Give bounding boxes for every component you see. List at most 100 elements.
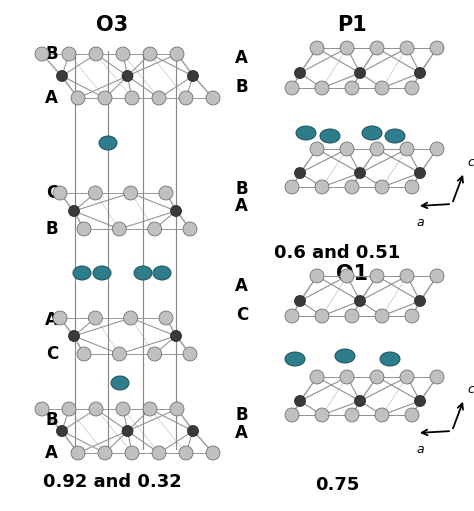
Circle shape (171, 205, 182, 217)
Circle shape (35, 47, 49, 61)
Circle shape (400, 41, 414, 55)
Text: c: c (467, 156, 474, 169)
Circle shape (310, 142, 324, 156)
Circle shape (62, 47, 76, 61)
Circle shape (430, 41, 444, 55)
Circle shape (53, 311, 67, 325)
Circle shape (310, 370, 324, 384)
Circle shape (125, 91, 139, 105)
Text: B: B (46, 411, 58, 429)
Circle shape (124, 186, 137, 200)
Text: A: A (45, 444, 58, 462)
Circle shape (310, 41, 324, 55)
Circle shape (400, 269, 414, 283)
Circle shape (148, 222, 162, 236)
Circle shape (315, 81, 329, 95)
Circle shape (143, 47, 157, 61)
Text: c: c (467, 383, 474, 396)
Circle shape (69, 205, 80, 217)
Circle shape (285, 180, 299, 194)
Circle shape (206, 91, 220, 105)
Ellipse shape (335, 349, 355, 363)
Circle shape (179, 91, 193, 105)
Circle shape (170, 47, 184, 61)
Circle shape (69, 331, 80, 341)
Circle shape (122, 426, 133, 436)
Circle shape (56, 426, 67, 436)
Ellipse shape (296, 126, 316, 140)
Circle shape (375, 180, 389, 194)
Circle shape (294, 168, 306, 178)
Text: C: C (46, 345, 58, 363)
Circle shape (148, 347, 162, 361)
Ellipse shape (153, 266, 171, 280)
Circle shape (405, 408, 419, 422)
Ellipse shape (385, 129, 405, 143)
Circle shape (400, 142, 414, 156)
Circle shape (414, 295, 426, 307)
Circle shape (159, 311, 173, 325)
Circle shape (370, 41, 384, 55)
Text: B: B (236, 406, 248, 424)
Circle shape (370, 269, 384, 283)
Circle shape (152, 91, 166, 105)
Circle shape (340, 269, 354, 283)
Circle shape (71, 91, 85, 105)
Circle shape (370, 142, 384, 156)
Circle shape (77, 222, 91, 236)
Circle shape (430, 269, 444, 283)
Circle shape (89, 47, 103, 61)
Text: 0.75: 0.75 (315, 476, 359, 494)
Circle shape (294, 295, 306, 307)
Circle shape (340, 142, 354, 156)
Circle shape (170, 402, 184, 416)
Circle shape (285, 309, 299, 323)
Circle shape (62, 402, 76, 416)
Text: B: B (236, 78, 248, 96)
Circle shape (315, 408, 329, 422)
Circle shape (35, 402, 49, 416)
Circle shape (345, 309, 359, 323)
Text: B: B (236, 180, 248, 198)
Circle shape (315, 180, 329, 194)
Circle shape (294, 67, 306, 79)
Circle shape (171, 331, 182, 341)
Circle shape (88, 186, 102, 200)
Ellipse shape (73, 266, 91, 280)
Circle shape (71, 446, 85, 460)
Ellipse shape (93, 266, 111, 280)
Text: 0.6 and 0.51: 0.6 and 0.51 (274, 244, 400, 262)
Ellipse shape (362, 126, 382, 140)
Circle shape (188, 71, 199, 81)
Text: C: C (236, 306, 248, 324)
Ellipse shape (99, 136, 117, 150)
Circle shape (405, 180, 419, 194)
Circle shape (285, 408, 299, 422)
Circle shape (143, 402, 157, 416)
Circle shape (375, 408, 389, 422)
Text: P1: P1 (337, 15, 367, 35)
Text: A: A (45, 311, 58, 329)
Circle shape (375, 81, 389, 95)
Circle shape (183, 222, 197, 236)
Text: A: A (235, 424, 248, 442)
Ellipse shape (380, 352, 400, 366)
Text: a: a (416, 443, 424, 456)
Circle shape (89, 402, 103, 416)
Circle shape (355, 168, 365, 178)
Circle shape (125, 446, 139, 460)
Circle shape (310, 269, 324, 283)
Circle shape (56, 71, 67, 81)
Circle shape (315, 309, 329, 323)
Text: A: A (235, 277, 248, 295)
Circle shape (98, 446, 112, 460)
Circle shape (414, 396, 426, 406)
Circle shape (414, 67, 426, 79)
Circle shape (405, 81, 419, 95)
Circle shape (370, 370, 384, 384)
Circle shape (98, 91, 112, 105)
Text: B: B (46, 45, 58, 63)
Text: C: C (46, 184, 58, 202)
Circle shape (430, 370, 444, 384)
Circle shape (188, 426, 199, 436)
